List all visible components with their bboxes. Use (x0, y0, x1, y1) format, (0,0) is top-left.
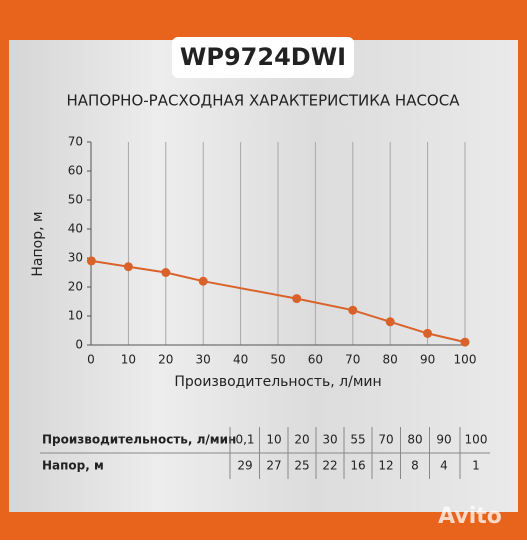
y-tick-label: 50 (68, 193, 83, 207)
data-point (161, 268, 171, 277)
plot: 0 10 20 30 40 50 60 70 80 90 100 0 10 20 30 40 50 60 70 (68, 135, 477, 367)
table-cell: 27 (266, 459, 281, 473)
data-point (460, 337, 470, 347)
background (9, 40, 518, 512)
table-cell: 90 (436, 433, 451, 447)
model: WP9724DWI (180, 43, 346, 71)
table-cell: 22 (322, 459, 337, 473)
data-point (423, 328, 433, 338)
table-cell: 30 (322, 433, 337, 447)
y-tick-label: 20 (68, 280, 83, 294)
table-cell: 25 (294, 459, 309, 473)
y-tick-label: 60 (68, 164, 83, 178)
table-cell: 12 (378, 459, 393, 473)
y-tick-label: 70 (68, 135, 83, 149)
data-point (292, 294, 302, 304)
table-cell: 0,1 (235, 433, 254, 447)
x-tick-label: 50 (270, 353, 285, 367)
x-tick-label: 30 (196, 353, 211, 367)
data-point (385, 317, 395, 327)
data-point (198, 276, 208, 286)
data-point (348, 305, 358, 315)
table-cell: 1 (472, 459, 480, 473)
table-row-header: Производительность, л/мин (42, 433, 236, 447)
table-cell: 10 (266, 433, 281, 447)
table-cell: 55 (350, 433, 365, 447)
chart-title: НАПОРНО-РАСХОДНАЯ ХАРАКТЕРИСТИКА НАСОСА (67, 92, 461, 110)
y-tick-label: 40 (68, 222, 83, 236)
x-tick-label: 60 (308, 353, 323, 367)
y-tick-label: 0 (75, 338, 83, 352)
x-tick-label: 40 (233, 353, 248, 367)
x-tick-label: 100 (454, 353, 477, 367)
x-tick-label: 10 (121, 353, 136, 367)
table-cell: 80 (407, 433, 422, 447)
x-tick-label: 20 (158, 353, 173, 367)
x-tick-label: 70 (345, 353, 360, 367)
table-cell: 100 (465, 433, 488, 447)
y-tick-label: 10 (68, 309, 83, 323)
table-row-header: Напор, м (42, 459, 104, 473)
y-axis-label: Напор, м (30, 211, 46, 276)
data-point (86, 256, 96, 266)
x-tick-label: 90 (420, 353, 435, 367)
x-tick-label: 80 (383, 353, 398, 367)
table-cell: 29 (237, 459, 252, 473)
x-tick-label: 0 (87, 353, 95, 367)
table-cell: 8 (411, 459, 419, 473)
data-point (123, 262, 133, 272)
table-cell: 16 (350, 459, 365, 473)
model-box (172, 37, 354, 78)
x-axis-label: Производительность, л/мин (174, 374, 381, 390)
y-tick-label: 30 (68, 251, 83, 265)
table-cell: 70 (378, 433, 393, 447)
table-cell: 4 (440, 459, 448, 473)
data-table: Производительность, л/мин Напор, м 0,1 29… (40, 427, 490, 479)
watermark: Avito (438, 504, 502, 529)
table-cell: 20 (294, 433, 309, 447)
